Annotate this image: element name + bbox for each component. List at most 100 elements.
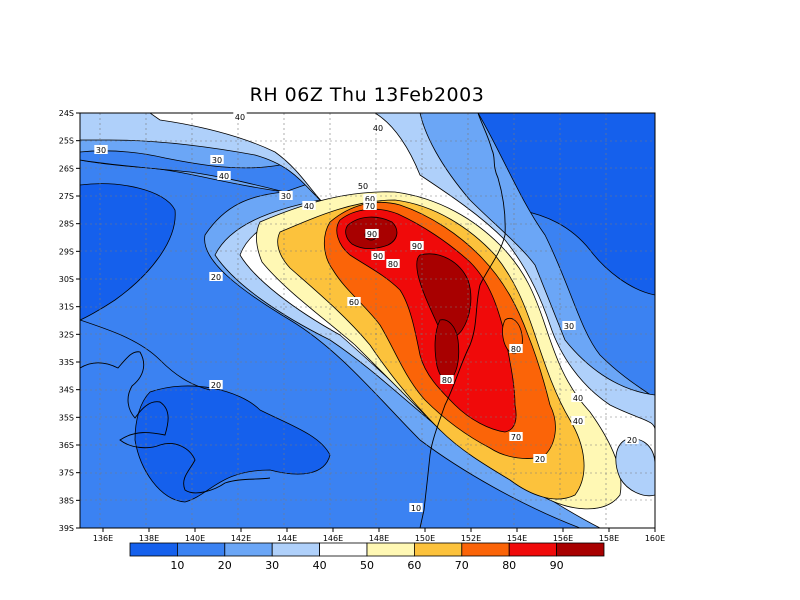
- rh-field: [80, 113, 655, 528]
- contour-label: 90: [367, 230, 377, 239]
- colorbar-label: 70: [455, 559, 469, 572]
- y-tick-label: 24S: [59, 109, 74, 118]
- contour-label: 20: [627, 436, 637, 445]
- region-20-30-south: [80, 319, 211, 391]
- coastline: [419, 113, 506, 528]
- contour-label: 70: [511, 433, 521, 442]
- x-tick-label: 158E: [599, 534, 619, 543]
- contour-label: 40: [235, 113, 245, 122]
- contour-label-bg: [365, 229, 379, 238]
- y-tick-label: 36S: [59, 441, 74, 450]
- contour-label: 50: [358, 182, 368, 191]
- y-tick-label: 38S: [59, 496, 74, 505]
- colorbar-swatch: [176, 542, 226, 557]
- colorbar-label: 60: [407, 559, 421, 572]
- x-axis: 136E 138E 140E 142E 144E 146E 148E 150E 152E 154E…: [93, 528, 665, 543]
- contour-label: 40: [573, 417, 583, 426]
- x-tick-label: 160E: [645, 534, 665, 543]
- region-lt10-west: [80, 183, 176, 321]
- colorbar-swatch: [508, 542, 558, 557]
- x-tick-label: 138E: [139, 534, 159, 543]
- contour-label-bg: [356, 181, 370, 190]
- y-tick-label: 33S: [59, 358, 74, 367]
- x-tick-label: 142E: [231, 534, 251, 543]
- contour-label-bg: [233, 112, 247, 121]
- contour-label: 40: [304, 202, 314, 211]
- grid: [80, 113, 655, 528]
- contour-label: 40: [373, 124, 383, 133]
- x-tick-label: 144E: [277, 534, 297, 543]
- colorbar-label: 50: [360, 559, 374, 572]
- colorbar-label: 20: [218, 559, 232, 572]
- contour-label: 80: [442, 376, 452, 385]
- colorbar-label: 30: [265, 559, 279, 572]
- contour-label: 40: [219, 172, 229, 181]
- contour-label-bg: [210, 155, 224, 164]
- contour-label-bg: [371, 123, 385, 132]
- coastline-sa: [80, 351, 271, 494]
- colorbar-swatch: [556, 542, 605, 557]
- contour-label: 60: [365, 195, 375, 204]
- y-tick-label: 30S: [59, 275, 74, 284]
- region-east-pocket: [615, 438, 655, 497]
- contour-label-bg: [279, 191, 293, 200]
- x-tick-label: 146E: [323, 534, 343, 543]
- contour-label-bg: [217, 171, 231, 180]
- y-tick-label: 34S: [59, 386, 74, 395]
- colorbar-label: 10: [170, 559, 184, 572]
- contour-label-bg: [386, 259, 400, 268]
- contour-label: 20: [211, 273, 221, 282]
- colorbar: 10 20 30 40 50 60 70 80 90: [129, 542, 605, 572]
- contour-label-bg: [94, 145, 108, 154]
- x-tick-label: 154E: [507, 534, 527, 543]
- colorbar-swatch: [461, 542, 510, 557]
- contour-label: 60: [349, 298, 359, 307]
- region-90-100: [336, 208, 517, 433]
- y-tick-label: 27S: [59, 192, 74, 201]
- colorbar-swatch: [224, 542, 273, 557]
- x-tick-label: 140E: [185, 534, 205, 543]
- contour-label-bg: [209, 380, 223, 389]
- contour-label: 30: [564, 322, 574, 331]
- y-tick-label: 29S: [59, 247, 74, 256]
- contour-labels: 4040304030304050607090908020609080807020…: [94, 112, 639, 513]
- colorbar-label: 40: [313, 559, 327, 572]
- contour-label: 90: [373, 252, 383, 261]
- contour-label: 40: [573, 394, 583, 403]
- contour-label: 30: [281, 192, 291, 201]
- colorbar-swatch: [366, 542, 415, 557]
- x-tick-label: 152E: [461, 534, 481, 543]
- colorbar-label: 90: [550, 559, 564, 572]
- y-tick-label: 26S: [59, 164, 74, 173]
- map-title: RH 06Z Thu 13Feb2003: [249, 84, 485, 106]
- contour-label-bg: [347, 297, 361, 306]
- contour-label-bg: [571, 393, 585, 402]
- contour-label-bg: [509, 344, 523, 353]
- contour-label: 20: [535, 455, 545, 464]
- plot-frame: [79, 112, 656, 529]
- y-tick-label: 25S: [59, 137, 74, 146]
- contour-label: 80: [511, 345, 521, 354]
- y-tick-label: 32S: [59, 330, 74, 339]
- contour-label-bg: [209, 272, 223, 281]
- x-tick-label: 148E: [369, 534, 389, 543]
- x-tick-label: 150E: [415, 534, 435, 543]
- region-lt10-southwest: [134, 385, 331, 503]
- y-tick-label: 31S: [59, 303, 74, 312]
- colorbar-swatch: [319, 542, 368, 557]
- colorbar-swatch: [271, 542, 321, 557]
- contour-label-bg: [409, 503, 423, 512]
- contour-label: 10: [411, 504, 421, 513]
- contour-label-bg: [363, 194, 377, 203]
- x-tick-label: 136E: [93, 534, 113, 543]
- contour-label-bg: [533, 454, 547, 463]
- colorbar-swatch: [413, 542, 463, 557]
- contour-label: 20: [211, 381, 221, 390]
- contour-label: 30: [212, 156, 222, 165]
- y-tick-label: 35S: [59, 413, 74, 422]
- contour-label: 80: [388, 260, 398, 269]
- contour-label-bg: [410, 241, 424, 250]
- contour-label: 30: [96, 146, 106, 155]
- colorbar-label: 80: [502, 559, 516, 572]
- contour-label-bg: [371, 251, 385, 260]
